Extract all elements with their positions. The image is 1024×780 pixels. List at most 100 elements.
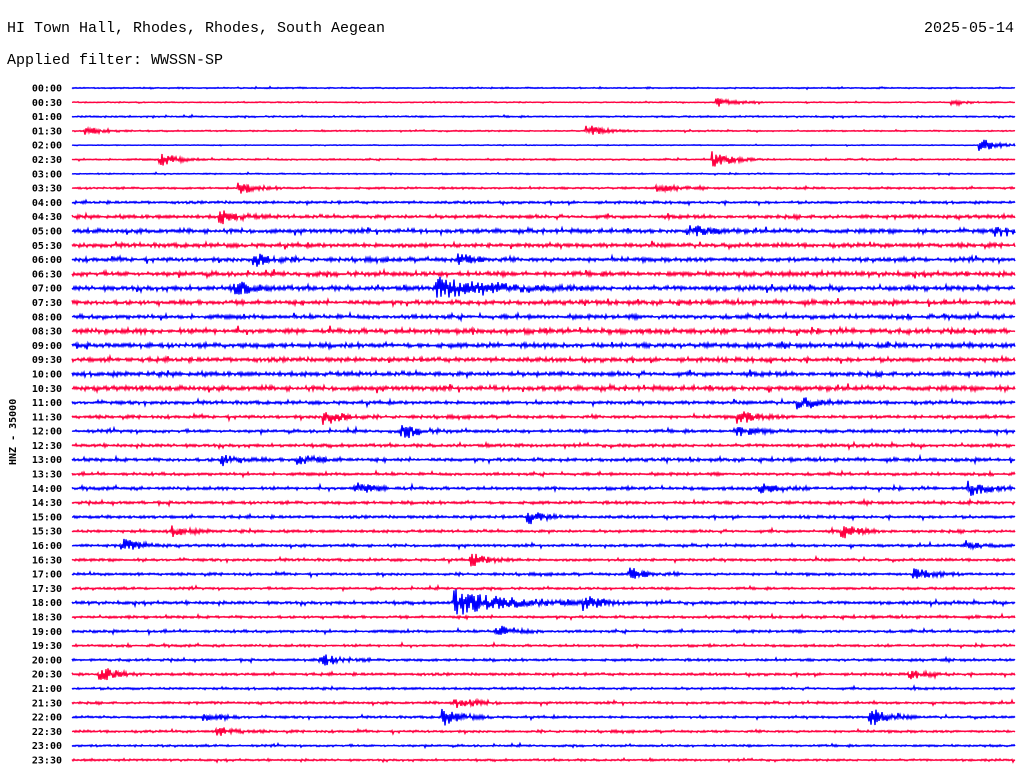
row-time-label: 20:30 [32, 670, 62, 681]
row-time-label: 16:30 [32, 555, 62, 566]
trace-0500 [71, 225, 1016, 237]
row-time-label: 22:00 [32, 713, 62, 724]
row-time-label: 18:30 [32, 613, 62, 624]
trace-1230 [71, 440, 1016, 452]
row-time-label: 15:30 [32, 527, 62, 538]
trace-0100 [71, 113, 1016, 120]
trace-0230 [71, 151, 1016, 167]
trace-0800 [71, 310, 1016, 323]
row-time-label: 00:30 [32, 98, 62, 109]
trace-1730 [71, 583, 1016, 593]
row-time-label: 04:30 [32, 212, 62, 223]
trace-1700 [71, 567, 1016, 580]
row-time-label: 13:00 [32, 455, 62, 466]
trace-1100 [71, 397, 1016, 410]
row-time-label: 07:30 [32, 298, 62, 309]
trace-2100 [71, 684, 1016, 692]
row-time-label: 13:30 [32, 470, 62, 481]
row-time-label: 17:00 [32, 570, 62, 581]
trace-0900 [71, 339, 1016, 351]
row-time-label: 17:30 [32, 584, 62, 595]
row-time-label: 07:00 [32, 284, 62, 295]
trace-1600 [71, 538, 1016, 551]
date-label: 2025-05-14 [923, 20, 1014, 37]
trace-1800 [71, 589, 1016, 615]
trace-2130 [71, 697, 1016, 709]
row-time-label: 01:00 [32, 112, 62, 123]
row-time-label: 05:30 [32, 241, 62, 252]
trace-1200 [71, 425, 1016, 439]
row-time-label: 21:30 [32, 698, 62, 709]
trace-0400 [71, 198, 1016, 207]
trace-0330 [71, 182, 1016, 194]
row-time-label: 09:30 [32, 355, 62, 366]
row-time-label: 23:30 [32, 756, 62, 767]
trace-1400 [71, 480, 1016, 496]
row-time-label: 21:00 [32, 684, 62, 695]
row-time-label: 02:00 [32, 141, 62, 152]
row-time-label: 10:30 [32, 384, 62, 395]
row-time-label: 06:00 [32, 255, 62, 266]
row-time-label: 14:00 [32, 484, 62, 495]
trace-0000 [71, 85, 1016, 91]
row-time-label: 03:30 [32, 184, 62, 195]
y-axis-label: HNZ - 35000 [8, 399, 19, 465]
trace-0030 [71, 97, 1016, 107]
row-time-label: 01:30 [32, 126, 62, 137]
trace-2230 [71, 726, 1016, 736]
row-time-label: 12:00 [32, 427, 62, 438]
row-time-label: 23:00 [32, 741, 62, 752]
row-time-label: 12:30 [32, 441, 62, 452]
trace-1130 [71, 411, 1016, 425]
trace-0700 [71, 276, 1016, 298]
trace-1630 [71, 553, 1016, 567]
trace-0530 [71, 240, 1016, 251]
trace-1530 [71, 525, 1016, 539]
row-time-label: 11:30 [32, 412, 62, 423]
trace-1330 [71, 469, 1016, 479]
row-time-label: 03:00 [32, 169, 62, 180]
row-time-label: 08:00 [32, 312, 62, 323]
trace-1830 [71, 612, 1016, 621]
trace-0130 [72, 125, 1016, 136]
station-title: HI Town Hall, Rhodes, Rhodes, South Aege… [7, 20, 386, 37]
trace-2030 [71, 668, 1016, 681]
row-time-label: 19:00 [32, 627, 62, 638]
trace-1900 [71, 625, 1016, 637]
row-time-label: 00:00 [32, 84, 62, 95]
trace-1030 [71, 382, 1016, 395]
trace-1430 [71, 497, 1016, 508]
row-time-label: 02:30 [32, 155, 62, 166]
row-time-label: 08:30 [32, 327, 62, 338]
row-time-label: 04:00 [32, 198, 62, 209]
row-time-label: 16:00 [32, 541, 62, 552]
row-time-label: 09:00 [32, 341, 62, 352]
trace-0830 [71, 325, 1016, 337]
trace-1930 [71, 641, 1016, 650]
row-time-label: 10:00 [32, 369, 62, 380]
trace-0430 [71, 210, 1016, 225]
trace-0600 [71, 253, 1016, 267]
trace-2300 [71, 741, 1016, 750]
trace-2000 [71, 654, 1016, 666]
trace-2330 [71, 756, 1016, 764]
row-time-label: 05:00 [32, 226, 62, 237]
row-time-label: 14:30 [32, 498, 62, 509]
row-time-label: 18:00 [32, 598, 62, 609]
filter-label: Applied filter: WWSSN-SP [7, 52, 224, 69]
trace-1500 [71, 512, 1016, 525]
trace-1000 [71, 368, 1016, 380]
row-time-label: 20:00 [32, 655, 62, 666]
trace-0930 [71, 353, 1016, 365]
row-time-label: 15:00 [32, 512, 62, 523]
trace-1300 [71, 453, 1016, 467]
trace-0730 [71, 297, 1016, 309]
row-time-label: 06:30 [32, 269, 62, 280]
trace-0300 [71, 171, 1016, 177]
row-time-label: 19:30 [32, 641, 62, 652]
trace-0200 [71, 139, 1016, 151]
trace-0630 [71, 267, 1016, 280]
row-time-label: 11:00 [32, 398, 62, 409]
trace-2200 [71, 708, 1016, 726]
